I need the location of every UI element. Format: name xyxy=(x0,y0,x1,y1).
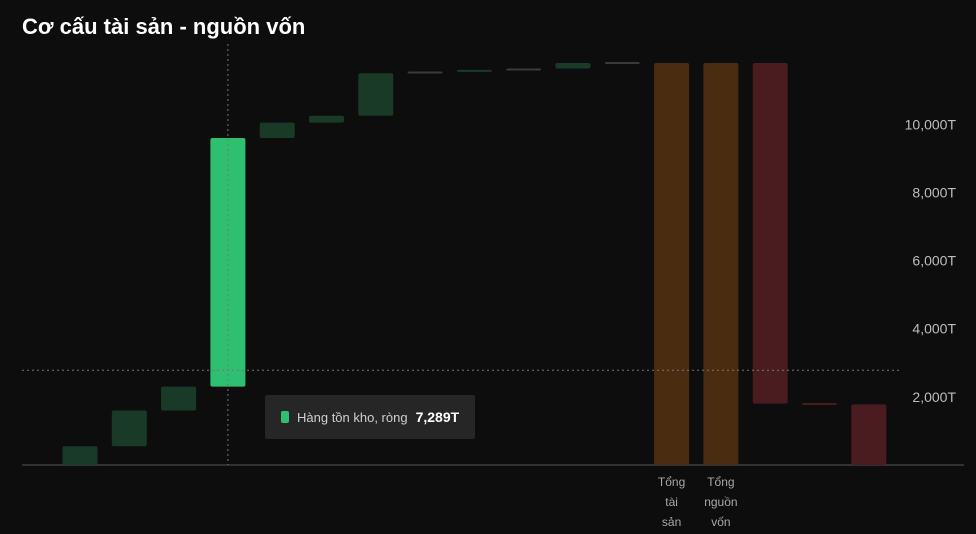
waterfall-bar[interactable] xyxy=(555,63,591,69)
waterfall-bar[interactable] xyxy=(210,137,246,387)
y-tick-label: 8,000T xyxy=(912,184,956,200)
waterfall-bar[interactable] xyxy=(358,73,394,116)
waterfall-bar[interactable] xyxy=(456,69,492,72)
waterfall-bar[interactable] xyxy=(161,386,197,411)
waterfall-bar[interactable] xyxy=(851,404,887,465)
waterfall-bar[interactable] xyxy=(111,410,147,447)
waterfall-bar[interactable] xyxy=(802,402,837,405)
waterfall-bar[interactable] xyxy=(62,446,98,465)
x-tick-label: vốn xyxy=(711,515,730,529)
chart-tooltip: Hàng tồn kho, ròng 7,289T xyxy=(265,395,475,439)
chart-title: Cơ cấu tài sản - nguồn vốn xyxy=(22,14,306,39)
x-tick-label: Tổng xyxy=(658,475,685,489)
waterfall-bar[interactable] xyxy=(407,71,443,74)
y-tick-label: 2,000T xyxy=(912,389,956,405)
x-tick-label: Tổng xyxy=(707,475,734,489)
x-tick-label: sản xyxy=(662,515,681,529)
waterfall-bar[interactable] xyxy=(506,68,542,71)
waterfall-bar[interactable] xyxy=(604,61,640,64)
y-tick-label: 10,000T xyxy=(905,116,957,132)
waterfall-bar[interactable] xyxy=(752,63,788,404)
y-tick-label: 6,000T xyxy=(912,253,956,269)
waterfall-bar[interactable] xyxy=(259,122,295,138)
tooltip-swatch xyxy=(281,411,289,423)
y-tick-label: 4,000T xyxy=(912,321,956,337)
x-tick-label: nguồn xyxy=(704,495,737,509)
waterfall-bar[interactable] xyxy=(654,63,690,465)
waterfall-bar[interactable] xyxy=(703,63,739,465)
x-tick-label: tài xyxy=(665,495,678,509)
tooltip-label: Hàng tồn kho, ròng xyxy=(297,409,408,425)
waterfall-bar[interactable] xyxy=(309,115,344,123)
tooltip-value: 7,289T xyxy=(415,409,460,425)
